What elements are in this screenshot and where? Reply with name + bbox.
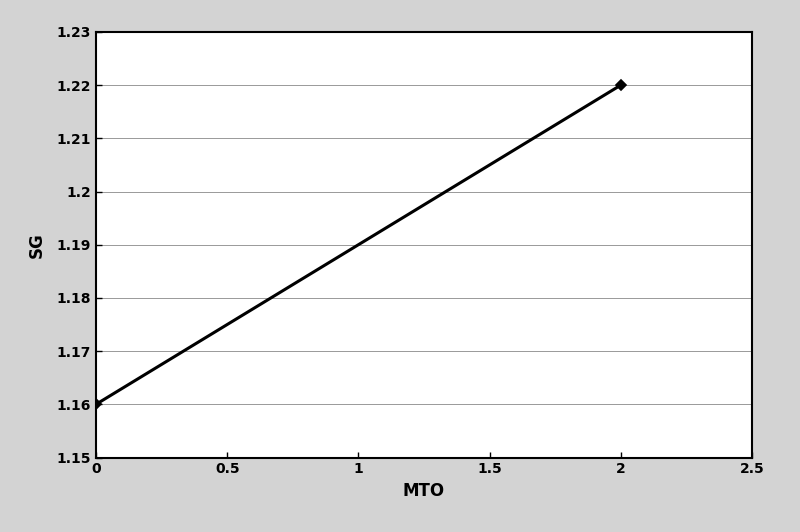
Y-axis label: SG: SG — [27, 232, 46, 257]
X-axis label: MTO: MTO — [403, 482, 445, 500]
